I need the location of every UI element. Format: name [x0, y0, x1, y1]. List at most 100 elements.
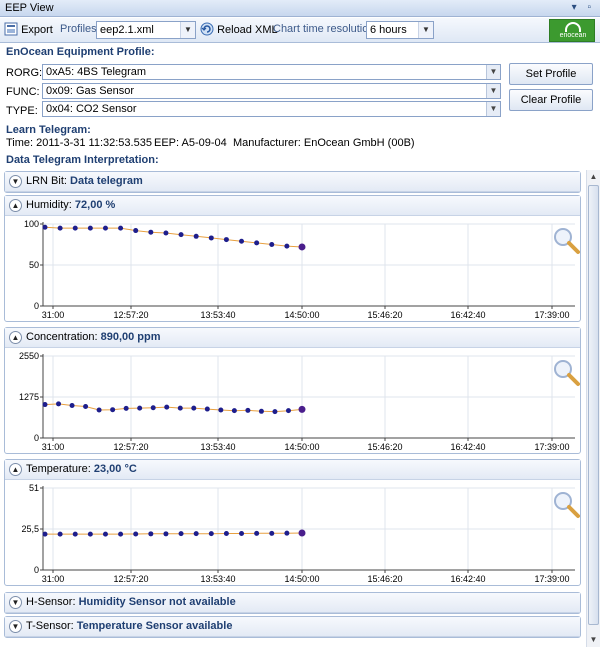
learn-heading: Learn Telegram: [6, 124, 91, 136]
concentration-panel-header[interactable]: ▲ Concentration: 890,00 ppm [5, 328, 580, 348]
x-tick-label: 13:53:40 [200, 310, 235, 320]
vertical-scrollbar[interactable]: ▲ ▼ [586, 170, 600, 647]
chevron-down-icon[interactable]: ▼ [9, 596, 22, 609]
export-label: Export [21, 24, 53, 36]
x-tick-label: 15:46:20 [367, 442, 402, 452]
lrn-panel-header[interactable]: ▼ LRN Bit: Data telegram [5, 172, 580, 192]
x-tick-label: 31:00 [42, 574, 65, 584]
rorg-select[interactable]: 0xA5: 4BS Telegram ▼ [42, 64, 501, 80]
data-point [72, 531, 78, 537]
data-point [148, 531, 154, 537]
lrn-label: LRN Bit: Data telegram [26, 175, 143, 187]
profiles-select[interactable]: eep2.1.xml ▼ [96, 21, 196, 39]
humidity-value: 72,00 % [74, 199, 116, 211]
data-point [285, 408, 291, 414]
x-tick-label: 12:57:20 [113, 574, 148, 584]
rorg-label: RORG: [6, 67, 43, 79]
x-tick-label: 16:42:40 [450, 574, 485, 584]
data-point [269, 242, 275, 247]
clear-profile-button[interactable]: Clear Profile [509, 89, 593, 111]
concentration-value: 890,00 ppm [100, 331, 161, 343]
scroll-up-icon[interactable]: ▲ [589, 172, 598, 181]
hsensor-panel-header[interactable]: ▼ H-Sensor: Humidity Sensor not availabl… [5, 593, 580, 613]
scroll-down-icon[interactable]: ▼ [589, 635, 598, 644]
data-point [133, 228, 139, 234]
data-point [284, 530, 290, 536]
export-button[interactable]: Export [4, 22, 53, 36]
resolution-value: 6 hours [370, 24, 407, 36]
window-controls[interactable]: ▾ ▫ [571, 2, 595, 13]
y-tick-label: 25,5 [21, 524, 39, 534]
tsensor-label: T-Sensor: Temperature Sensor available [26, 620, 232, 632]
window-title: EEP View [5, 2, 54, 14]
logo-mark [565, 22, 581, 32]
resolution-select[interactable]: 6 hours ▼ [366, 21, 434, 39]
chevron-down-icon: ▼ [486, 102, 500, 116]
data-point [269, 530, 275, 536]
reload-xml-button[interactable]: Reload XML [200, 22, 278, 36]
x-tick-label: 17:39:00 [534, 574, 569, 584]
concentration-chart[interactable]: 2550 1275 031:00 12:57:20 13:53:40 14:50:00 15… [5, 348, 580, 453]
hsensor-panel: ▼ H-Sensor: Humidity Sensor not availabl… [4, 592, 581, 614]
chevron-down-icon[interactable]: ▼ [9, 620, 22, 633]
zoom-handle [567, 241, 580, 254]
zoom-icon[interactable] [554, 492, 580, 518]
data-point [164, 404, 170, 410]
temperature-label-text: Temperature: [26, 463, 91, 475]
humidity-label-text: Humidity: [26, 199, 72, 211]
temperature-value: 23,00 °C [93, 463, 137, 475]
data-point [208, 235, 214, 241]
zoom-handle [567, 505, 580, 518]
concentration-label: Concentration: 890,00 ppm [26, 331, 161, 343]
chevron-up-icon[interactable]: ▲ [9, 199, 22, 212]
data-point [191, 405, 197, 411]
func-select[interactable]: 0x09: Gas Sensor ▼ [42, 83, 501, 99]
profiles-value: eep2.1.xml [100, 24, 154, 36]
profile-heading: EnOcean Equipment Profile: [6, 46, 155, 58]
type-select[interactable]: 0x04: CO2 Sensor ▼ [42, 101, 501, 117]
x-tick-label: 14:50:00 [284, 442, 319, 452]
learn-eep: EEP: A5-09-04 [154, 137, 227, 149]
chevron-down-icon[interactable]: ▼ [9, 175, 22, 188]
func-label: FUNC: [6, 86, 40, 98]
data-point [72, 225, 78, 231]
chevron-down-icon: ▼ [180, 22, 195, 38]
data-point [118, 225, 124, 231]
data-point [42, 531, 48, 537]
data-point [163, 230, 169, 236]
scrollbar-thumb[interactable] [588, 185, 599, 625]
data-point [231, 408, 237, 414]
series-line [45, 532, 303, 535]
data-point [208, 531, 214, 537]
temperature-chart[interactable]: 51 25,5 031:00 12:57:20 13:53:40 14:50:00 15:4… [5, 480, 580, 585]
enocean-logo: enocean [549, 19, 595, 42]
set-profile-button[interactable]: Set Profile [509, 63, 593, 85]
tsensor-panel-header[interactable]: ▼ T-Sensor: Temperature Sensor available [5, 617, 580, 637]
learn-manufacturer: Manufacturer: EnOcean GmbH (00B) [233, 137, 415, 149]
temperature-panel-header[interactable]: ▲ Temperature: 23,00 °C [5, 460, 580, 480]
data-point [42, 224, 48, 230]
export-icon [4, 22, 18, 36]
x-tick-label: 31:00 [42, 442, 65, 452]
humidity-chart[interactable]: 100 50 031:00 12:57:20 13:53:40 14:50:00 15:46… [5, 216, 580, 321]
chevron-down-icon: ▼ [486, 84, 500, 98]
chevron-up-icon[interactable]: ▲ [9, 463, 22, 476]
lrn-panel: ▼ LRN Bit: Data telegram [4, 171, 581, 193]
data-point [123, 405, 129, 411]
zoom-icon[interactable] [554, 360, 580, 386]
y-tick-label: 50 [29, 260, 39, 270]
data-point [102, 225, 108, 231]
humidity-panel-header[interactable]: ▲ Humidity: 72,00 % [5, 196, 580, 216]
x-tick-label: 17:39:00 [534, 442, 569, 452]
data-point [272, 409, 278, 415]
zoom-icon[interactable] [554, 228, 580, 254]
window-titlebar: EEP View ▾ ▫ [0, 0, 600, 17]
data-point [148, 229, 154, 235]
y-tick-label: 0 [34, 301, 39, 311]
reload-label: Reload XML [217, 24, 278, 36]
chevron-up-icon[interactable]: ▲ [9, 331, 22, 344]
data-point [218, 407, 224, 413]
data-point [193, 531, 199, 537]
data-point [96, 407, 102, 413]
temperature-label: Temperature: 23,00 °C [26, 463, 137, 475]
